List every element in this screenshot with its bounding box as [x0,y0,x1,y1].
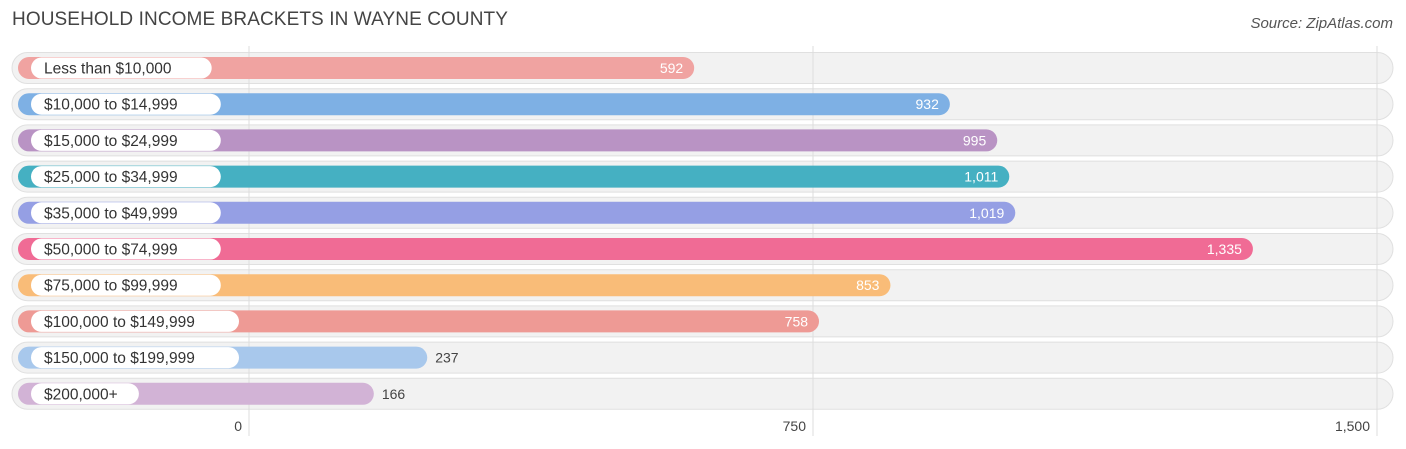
value-label: 166 [382,386,406,402]
value-label: 592 [660,60,684,76]
value-label: 237 [435,350,459,366]
category-label: Less than $10,000 [44,61,172,78]
category-label: $15,000 to $24,999 [44,133,178,150]
category-label: $75,000 to $99,999 [44,278,178,295]
category-label: $35,000 to $49,999 [44,205,178,222]
bar [18,238,1253,260]
category-label-bg [31,274,221,296]
value-label: 758 [785,313,809,329]
value-label: 1,011 [964,169,998,185]
category-label-bg [31,202,221,224]
category-label: $10,000 to $14,999 [44,97,178,114]
value-label: 1,019 [969,205,1004,221]
value-label: 853 [856,277,880,293]
bar [18,201,1016,224]
x-tick-label: 1,500 [1335,418,1370,434]
chart-source: Source: ZipAtlas.com [1250,15,1393,32]
chart-title: HOUSEHOLD INCOME BRACKETS IN WAYNE COUNT… [12,9,509,30]
category-label: $25,000 to $34,999 [44,169,178,186]
category-label: $200,000+ [44,386,118,403]
value-label: 932 [916,96,940,112]
category-label-bg [31,383,139,405]
value-label: 1,335 [1207,241,1242,257]
x-tick-label: 750 [783,418,807,434]
x-tick-label: 0 [234,418,242,434]
category-label-bg [31,129,221,151]
bar [18,129,998,152]
category-label-bg [31,93,221,115]
value-label: 995 [963,132,987,148]
bar [18,93,950,116]
category-label-bg [31,57,212,79]
category-label-bg [31,347,239,369]
category-label: $150,000 to $199,999 [44,350,195,367]
category-label: $50,000 to $74,999 [44,242,178,259]
bar [18,274,891,297]
bar [18,165,1010,188]
category-label-bg [31,166,221,188]
category-label-bg [31,310,239,332]
category-label-bg [31,238,221,260]
category-label: $100,000 to $149,999 [44,314,195,331]
